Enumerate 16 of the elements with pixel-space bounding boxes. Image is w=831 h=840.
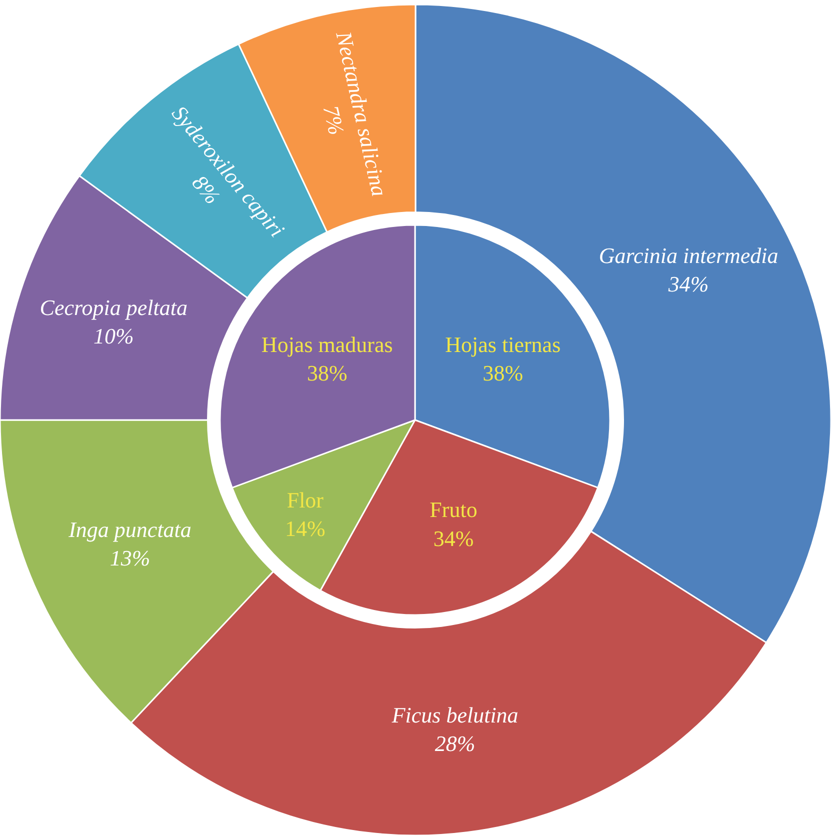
slice-label: Cecropia peltata: [40, 295, 188, 320]
slice-label: Hojas maduras: [261, 332, 393, 358]
data-label: 10%: [93, 324, 134, 349]
data-label: 13%: [110, 546, 150, 571]
slice-label: Fruto: [430, 497, 478, 522]
data-label: 34%: [433, 526, 474, 551]
slice-label: Flor: [286, 487, 324, 512]
slice-label: Hojas tiernas: [445, 332, 561, 358]
data-label: 28%: [434, 730, 476, 756]
data-label: 14%: [285, 516, 326, 542]
data-label: 38%: [306, 360, 348, 386]
data-label: 38%: [482, 360, 524, 386]
data-label: 34%: [667, 272, 709, 297]
slice-label: Garcinia intermedia: [598, 243, 778, 268]
slice-label: Ficus belutina: [390, 702, 518, 728]
slice-label: Inga punctata: [68, 516, 192, 542]
